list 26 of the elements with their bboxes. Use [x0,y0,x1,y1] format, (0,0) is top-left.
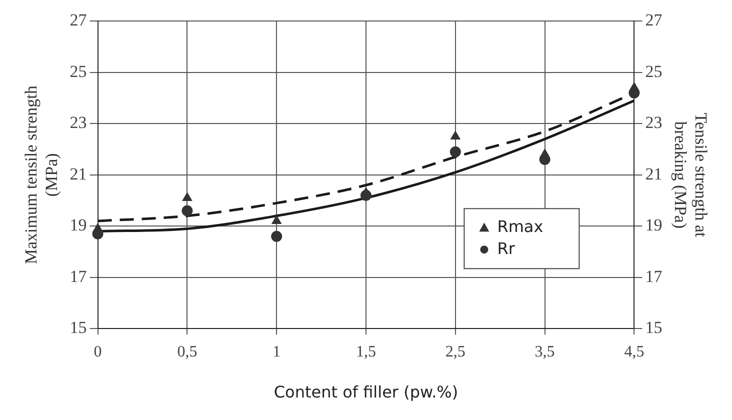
x-tick-label: 0 [94,343,102,360]
legend-label: Rmax [497,216,544,236]
y2-tick-label: 21 [645,164,662,184]
y-tick-label: 19 [70,216,87,235]
x-tick-label: 1,5 [356,343,376,360]
y-tick-label: 25 [70,62,87,81]
y2-axis-title: Tensile strength at breaking (MPa) [670,112,710,238]
y-tick-label: 17 [70,266,88,286]
y2-tick-label: 17 [645,266,663,286]
x-tick-label: 3,5 [534,343,555,360]
x-tick-label: 1 [272,343,281,360]
y-tick-label: 23 [70,113,87,132]
y2-tick-label: 15 [645,318,662,338]
y-tick-label: 27 [70,10,88,30]
y2-tick-label: 25 [645,62,662,81]
y-tick-label: 21 [70,164,87,184]
x-axis-title: Content of filler (pw.%) [274,382,458,402]
y2-tick-label: 23 [645,113,662,132]
x-tick-label: 4,5 [624,343,644,360]
y2-tick-label: 19 [645,216,662,235]
y-axis-title: Maximum tensile strength (MPa) [22,85,62,264]
y-tick-label: 15 [70,318,87,338]
y2-tick-label: 27 [645,10,663,30]
x-tick-label: 0,5 [177,343,198,360]
legend-label: Rr [497,238,516,258]
x-tick-label: 2,5 [445,343,466,360]
